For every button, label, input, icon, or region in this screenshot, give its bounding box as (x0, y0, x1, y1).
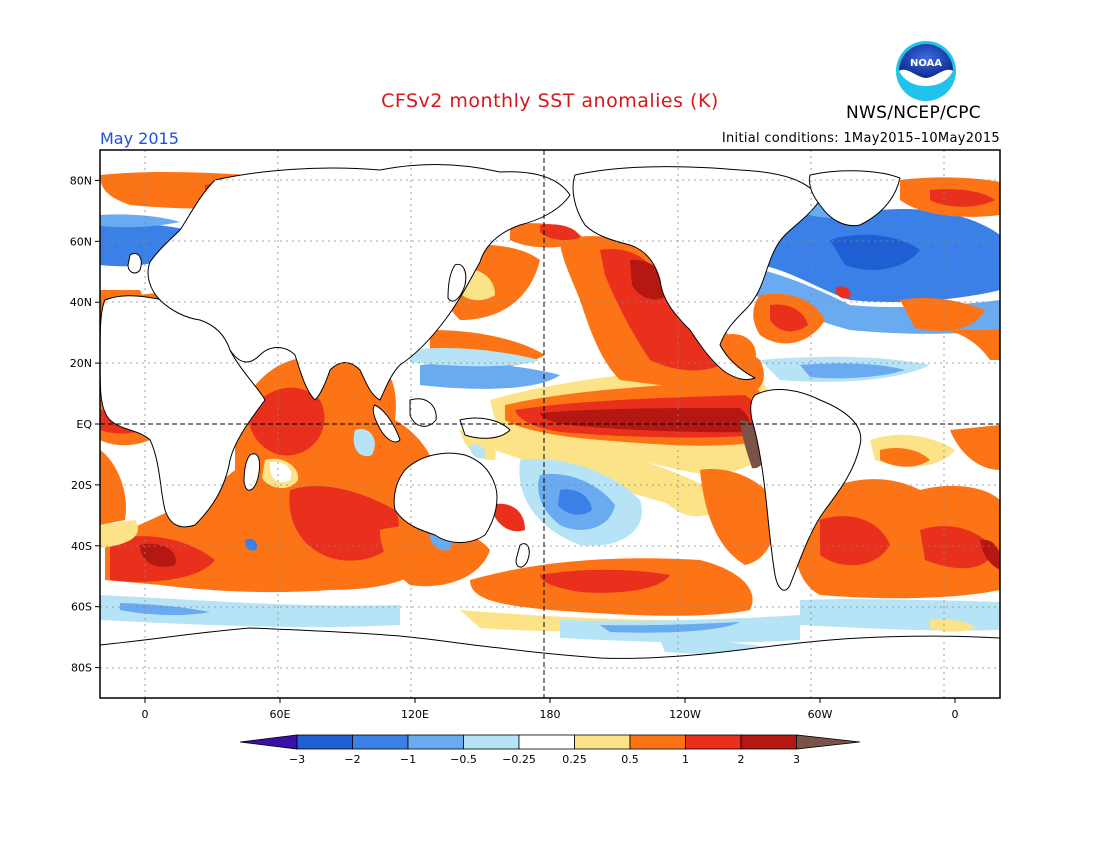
lat-label: 80N (70, 174, 92, 187)
eurasia (147, 163, 571, 401)
lat-label: 60S (71, 601, 92, 614)
lon-label: 120W (669, 708, 701, 721)
colorbar-segment (685, 734, 742, 750)
colorbar-segment (407, 734, 464, 750)
greenland (809, 170, 901, 227)
colorbar-segment (629, 734, 686, 750)
colorbar-segment (352, 734, 409, 750)
colorbar-segment (518, 734, 575, 750)
australia (393, 452, 498, 543)
colorbar-segment (574, 734, 631, 750)
new-zealand (515, 543, 530, 568)
british-isles (127, 253, 142, 274)
madagascar (243, 453, 261, 491)
lon-label: 0 (142, 708, 149, 721)
logo-text: NOAA (910, 58, 942, 69)
lon-label: 60E (270, 708, 291, 721)
colorbar-label: −0.25 (502, 753, 536, 766)
colorbar-label: −1 (400, 753, 416, 766)
colorbar-label: −3 (289, 753, 305, 766)
borneo (409, 398, 437, 427)
japan (447, 263, 467, 302)
colorbar-segment (463, 734, 520, 750)
lat-label: 60N (70, 235, 92, 248)
colorbar-label: −0.5 (450, 753, 477, 766)
lon-label: 120E (401, 708, 429, 721)
colorbar-upper-triangle (796, 734, 861, 750)
north-america (572, 166, 821, 381)
colorbar-label: 2 (738, 753, 745, 766)
lat-label: 20S (71, 479, 92, 492)
lat-label: EQ (76, 418, 92, 431)
lat-label: 40N (70, 296, 92, 309)
longitude-labels: 0 60E 120E 180 120W 60W 0 (142, 698, 959, 721)
initial-conditions: Initial conditions: 1May2015–10May2015 (721, 131, 1000, 146)
land-masses (100, 163, 1000, 698)
colorbar-segment (740, 734, 797, 750)
lat-label: 20N (70, 357, 92, 370)
colorbar-lower-triangle (239, 734, 298, 750)
colorbar-segment (296, 734, 353, 750)
lat-label: 80S (71, 662, 92, 675)
noaa-logo-icon: NOAA (896, 41, 956, 101)
chart-title: CFSv2 monthly SST anomalies (K) (381, 90, 719, 112)
antarctica (100, 627, 1000, 698)
valid-period: May 2015 (100, 129, 179, 148)
new-guinea (459, 417, 511, 439)
south-america (750, 389, 862, 591)
organization-name: NWS/NCEP/CPC (846, 103, 981, 123)
sumatra (372, 404, 401, 443)
colorbar-label: 0.25 (562, 753, 587, 766)
colorbar-label: 1 (682, 753, 689, 766)
graticule (100, 150, 1000, 698)
lon-label: 60W (808, 708, 833, 721)
colorbar-label: 3 (793, 753, 800, 766)
colorbar: −3 −2 −1 −0.5 −0.25 0.25 0.5 1 2 3 (239, 734, 861, 766)
lon-label: 180 (540, 708, 561, 721)
colorbar-label: −2 (344, 753, 360, 766)
lon-label: 0 (952, 708, 959, 721)
lat-label: 40S (71, 540, 92, 553)
latitude-labels: 80N 60N 40N 20N EQ 20S 40S 60S 80S (70, 174, 100, 675)
colorbar-label: 0.5 (621, 753, 639, 766)
